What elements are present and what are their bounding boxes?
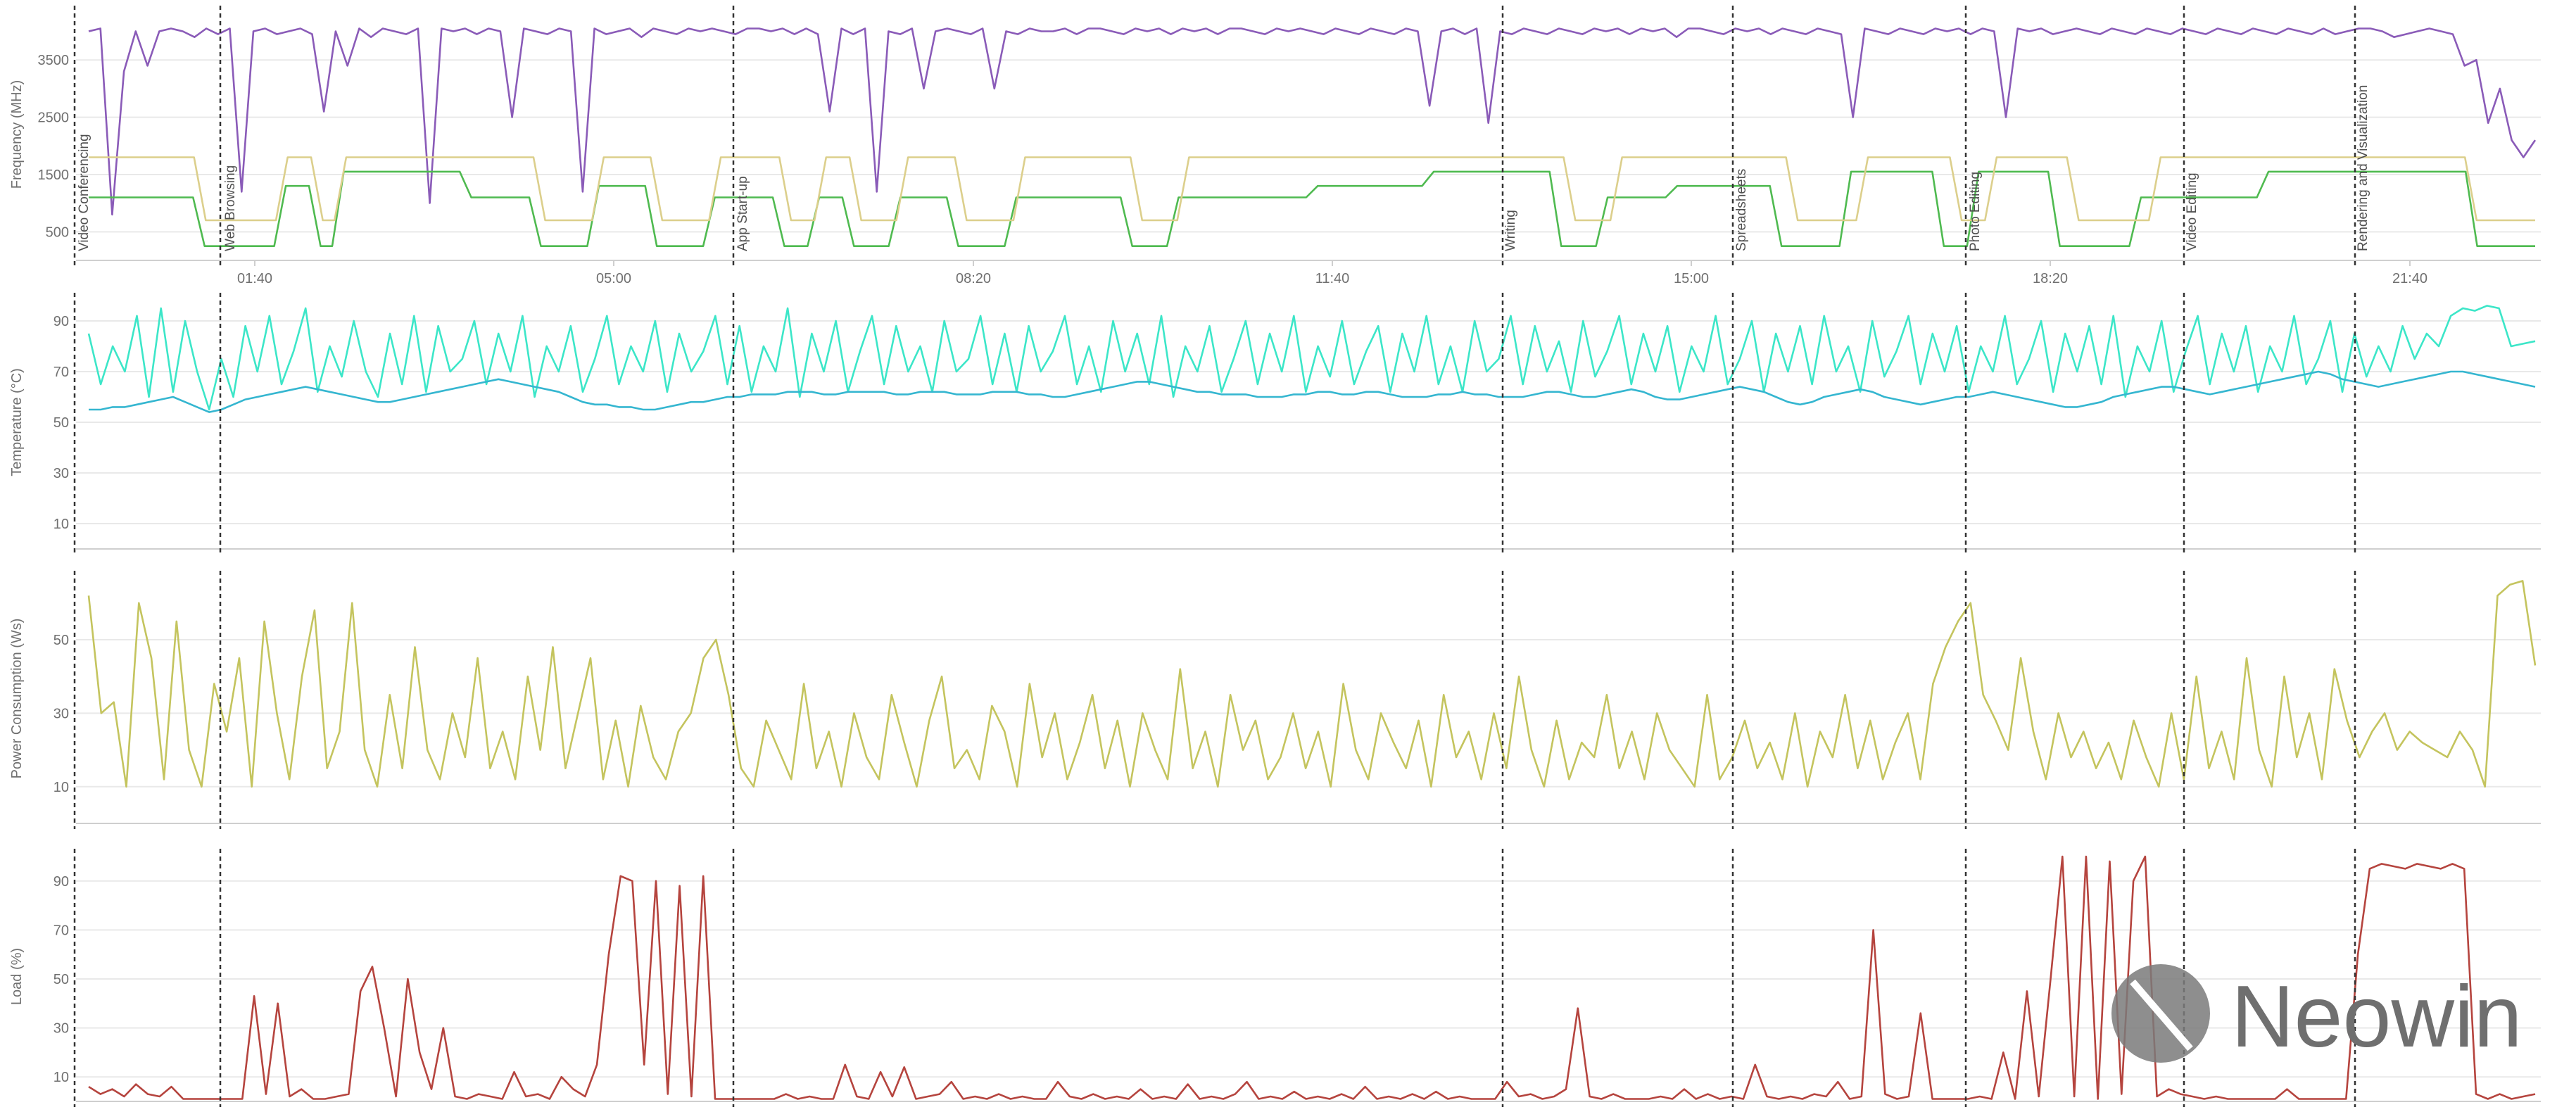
- y-tick-label: 500: [46, 225, 69, 240]
- y-tick-label: 10: [53, 1070, 69, 1085]
- y-tick-label: 90: [53, 874, 69, 890]
- x-tick-label: 21:40: [2392, 271, 2427, 286]
- y-tick-label: 1500: [38, 167, 70, 183]
- y-tick-label: 10: [53, 517, 69, 532]
- y-axis-label: Temperature (°C): [9, 368, 25, 476]
- x-tick-label: 01:40: [237, 271, 272, 286]
- panel-2: 10 30 50 70 90 Temperature (°C): [9, 305, 2541, 550]
- y-axis-label: Load (%): [9, 948, 25, 1005]
- series-line-2-2: [89, 370, 2536, 413]
- y-tick-label: 70: [53, 923, 69, 938]
- y-axis-label: Frequency (MHz): [9, 80, 25, 189]
- series-line-1-3: [89, 156, 2535, 222]
- panel-1: 500 1500 2500 3500 Frequency (MHz): [9, 27, 2541, 261]
- y-tick-label: 30: [53, 1021, 69, 1037]
- y-tick-label: 90: [53, 314, 69, 329]
- segment-label: Video Editing: [2185, 172, 2199, 251]
- segment-label: Writing: [1503, 210, 1518, 251]
- segment-label: App Start-up: [735, 176, 750, 251]
- y-tick-label: 50: [53, 972, 69, 987]
- y-axis-label: Power Consumption (Ws): [9, 619, 25, 779]
- series-line-2-1: [87, 305, 2536, 411]
- x-tick-label: 15:00: [1674, 271, 1709, 286]
- x-tick-label: 11:40: [1315, 271, 1350, 286]
- series-line-1-2: [89, 170, 2535, 247]
- x-tick-label: 05:00: [596, 271, 631, 286]
- series-line-3-1: [87, 580, 2537, 788]
- y-tick-label: 10: [53, 780, 69, 795]
- segment-label: Rendering and Visualization: [2356, 85, 2370, 251]
- y-tick-label: 3500: [38, 53, 70, 68]
- segment-label: Photo Editing: [1968, 172, 1983, 251]
- y-tick-label: 50: [53, 415, 69, 431]
- series-line-1-1: [88, 27, 2537, 216]
- neowin-watermark: Neowin: [2111, 964, 2523, 1066]
- y-tick-label: 30: [53, 466, 69, 481]
- segment-label: Spreadsheets: [1734, 169, 1749, 251]
- panel-3: 10 30 50 Power Consumption (Ws): [9, 580, 2541, 824]
- y-tick-label: 30: [53, 706, 69, 721]
- x-tick-label: 08:20: [956, 271, 991, 286]
- y-tick-label: 2500: [38, 110, 70, 126]
- y-tick-label: 50: [53, 633, 69, 648]
- chart-panels: 500 1500 2500 3500 Frequency (MHz) 10 30 50 70 90…: [9, 27, 2541, 1102]
- segment-label: Web Browsing: [223, 165, 238, 251]
- watermark-text: Neowin: [2231, 968, 2523, 1066]
- x-axis: 01:40 05:00 08:20 11:40 15:00 18:20 21:40: [237, 260, 2427, 286]
- segment-label: Video Conferencing: [77, 134, 91, 251]
- y-tick-label: 70: [53, 365, 69, 380]
- segment-dividers: Video Conferencing Web Browsing App Start-…: [73, 6, 2370, 1107]
- neowin-logo-cut: [2130, 979, 2193, 1051]
- panel-4: 10 30 50 70 90 Load (%): [9, 855, 2541, 1102]
- x-tick-label: 18:20: [2033, 271, 2068, 286]
